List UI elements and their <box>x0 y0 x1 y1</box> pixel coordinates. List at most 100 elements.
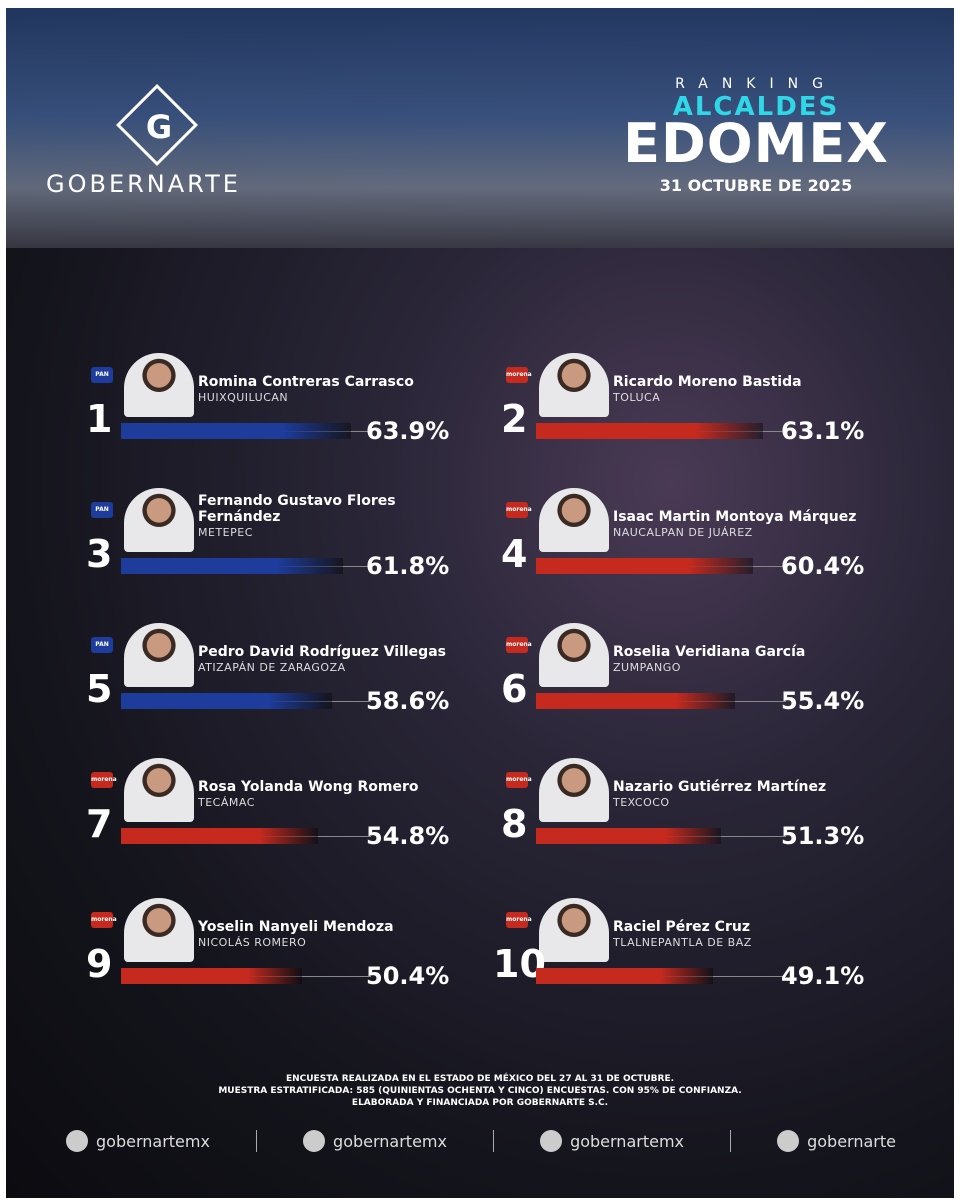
name-box: Pedro David Rodríguez Villegas ATIZAPÁN D… <box>198 623 468 675</box>
rank-number: 2 <box>501 397 528 441</box>
sky-background <box>6 8 954 248</box>
value-label: 49.1% <box>781 962 865 990</box>
municipality: HUIXQUILUCAN <box>198 391 289 404</box>
municipality: TECÁMAC <box>198 796 255 809</box>
party-badge: morena <box>506 637 532 653</box>
rank-number: 3 <box>86 532 113 576</box>
candidate-photo <box>539 623 609 687</box>
footnote: ENCUESTA REALIZADA EN EL ESTADO DE MÉXIC… <box>285 1074 675 1084</box>
party-badge: morena <box>506 912 532 928</box>
footnote: MUESTRA ESTRATIFICADA: 585 (QUINIENTAS O… <box>218 1086 742 1096</box>
party-badge: morena <box>506 367 532 383</box>
candidate-photo <box>539 353 609 417</box>
social-link[interactable]: gobernartemx <box>540 1130 684 1152</box>
value-label: 61.8% <box>366 552 450 580</box>
value-label: 55.4% <box>781 687 865 715</box>
bar <box>121 968 303 984</box>
name-box: Yoselin Nanyeli Mendoza NICOLÁS ROMERO <box>198 898 468 950</box>
municipality: TEXCOCO <box>613 796 670 809</box>
rank-number: 1 <box>86 397 113 441</box>
municipality: METEPEC <box>198 526 253 539</box>
bar <box>536 423 764 439</box>
value-label: 60.4% <box>781 552 865 580</box>
value-label: 50.4% <box>366 962 450 990</box>
candidate-photo <box>539 488 609 552</box>
candidate-name: Rosa Yolanda Wong Romero <box>198 779 419 795</box>
rank-number: 4 <box>501 532 528 576</box>
social-icon <box>303 1130 326 1152</box>
social-handle: gobernartemx <box>96 1131 210 1151</box>
date: 31 OCTUBRE DE 2025 <box>659 176 853 195</box>
title-line1: ALCALDES <box>672 92 840 122</box>
social-link[interactable]: gobernarte <box>777 1130 896 1152</box>
municipality: NICOLÁS ROMERO <box>198 936 307 949</box>
kicker: RANKING <box>675 76 837 92</box>
bar <box>536 968 713 984</box>
rank-number: 8 <box>501 802 528 846</box>
social-icon <box>777 1130 800 1152</box>
candidate-photo <box>124 623 194 687</box>
value-label: 51.3% <box>781 822 865 850</box>
separator <box>730 1130 732 1152</box>
separator <box>493 1130 495 1152</box>
social-row: gobernartemx gobernartemx gobernartemx gobe… <box>66 1130 896 1152</box>
municipality: NAUCALPAN DE JUÁREZ <box>613 526 753 539</box>
bar <box>121 558 344 574</box>
party-badge: PAN <box>91 637 113 653</box>
bar <box>121 693 332 709</box>
social-icon <box>66 1130 88 1152</box>
party-badge: PAN <box>91 502 113 518</box>
separator <box>255 1130 257 1152</box>
rank-number: 9 <box>86 942 113 986</box>
bar <box>536 828 721 844</box>
value-label: 54.8% <box>366 822 450 850</box>
logo-letter: G <box>145 108 173 146</box>
bar <box>121 423 352 439</box>
social-link[interactable]: gobernartemx <box>66 1130 210 1152</box>
social-handle: gobernartemx <box>570 1131 684 1151</box>
candidate-name: Isaac Martin Montoya Márquez <box>613 509 857 525</box>
social-handle: gobernarte <box>807 1131 896 1151</box>
candidate-name: Romina Contreras Carrasco <box>198 374 414 390</box>
infographic: G GOBERNARTE RANKING ALCALDES EDOMEX 31 … <box>6 8 954 1198</box>
social-icon <box>540 1130 563 1152</box>
name-box: Raciel Pérez Cruz TLALNEPANTLA DE BAZ <box>613 898 883 950</box>
rank-number: 6 <box>501 667 528 711</box>
name-box: Romina Contreras Carrasco HUIXQUILUCAN <box>198 353 468 405</box>
value-label: 63.9% <box>366 417 450 445</box>
candidate-photo <box>539 898 609 962</box>
municipality: ZUMPANGO <box>613 661 681 674</box>
name-box: Nazario Gutiérrez Martínez TEXCOCO <box>613 758 883 810</box>
candidate-name: Nazario Gutiérrez Martínez <box>613 779 827 795</box>
candidate-photo <box>124 488 194 552</box>
candidate-photo <box>124 758 194 822</box>
value-label: 63.1% <box>781 417 865 445</box>
name-box: Isaac Martin Montoya Márquez NAUCALPAN DE… <box>613 488 883 540</box>
bar <box>536 558 754 574</box>
value-label: 58.6% <box>366 687 450 715</box>
municipality: TLALNEPANTLA DE BAZ <box>613 936 752 949</box>
candidate-name: Yoselin Nanyeli Mendoza <box>198 919 394 935</box>
name-box: Roselia Veridiana García ZUMPANGO <box>613 623 883 675</box>
bar <box>121 828 319 844</box>
name-box: Rosa Yolanda Wong Romero TECÁMAC <box>198 758 468 810</box>
party-badge: morena <box>91 772 117 788</box>
party-badge: morena <box>506 772 532 788</box>
candidate-name: Pedro David Rodríguez Villegas <box>198 644 446 660</box>
municipality: TOLUCA <box>613 391 661 404</box>
candidate-name: Ricardo Moreno Bastida <box>613 374 802 390</box>
candidate-photo <box>124 353 194 417</box>
rank-number: 5 <box>86 667 113 711</box>
social-link[interactable]: gobernartemx <box>303 1130 447 1152</box>
party-badge: PAN <box>91 367 113 383</box>
rank-number: 7 <box>86 802 113 846</box>
footnote: ELABORADA Y FINANCIADA POR GOBERNARTE S.… <box>351 1098 609 1108</box>
candidate-photo <box>539 758 609 822</box>
brand: GOBERNARTE <box>46 170 241 198</box>
name-box: Fernando Gustavo Flores Fernández METEPEC <box>198 488 468 540</box>
candidate-name: Roselia Veridiana García <box>613 644 806 660</box>
municipality: ATIZAPÁN DE ZARAGOZA <box>198 661 346 674</box>
social-handle: gobernartemx <box>333 1131 447 1151</box>
candidate-photo <box>124 898 194 962</box>
